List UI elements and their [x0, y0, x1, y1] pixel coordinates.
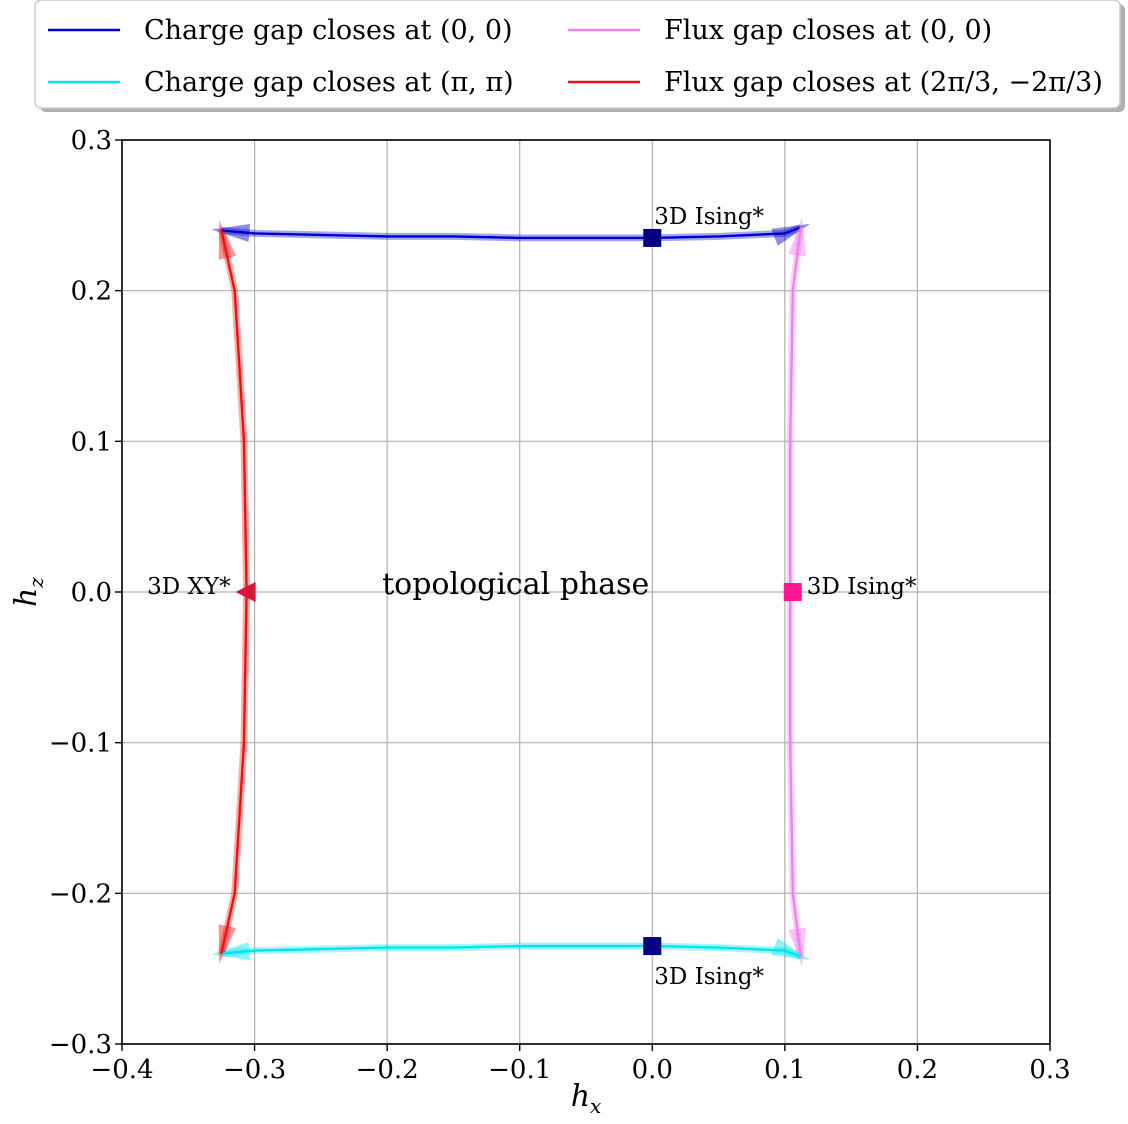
x-tick-label: −0.4: [90, 1055, 153, 1085]
x-tick-label: 0.3: [1029, 1055, 1070, 1085]
point-layer: [235, 228, 802, 956]
x-tick-label: 0.2: [897, 1055, 938, 1085]
x-tick-label: 0.0: [632, 1055, 673, 1085]
y-axis-label-main: h: [9, 588, 44, 607]
x-tick-label: −0.3: [223, 1055, 286, 1085]
y-tick-label: 0.0: [71, 578, 112, 608]
series-line-1: [221, 944, 802, 958]
x-tick-label: −0.2: [356, 1055, 419, 1085]
critical-point-label: 3D Ising*: [807, 574, 917, 600]
legend-label-2: Flux gap closes at (0, 0): [664, 15, 992, 46]
legend-label-3: Flux gap closes at (2π/3, −2π/3): [664, 67, 1103, 98]
series-flare-2-1: [788, 927, 807, 967]
y-tick-label: 0.3: [71, 126, 112, 156]
legend: Charge gap closes at (0, 0) Charge gap cl…: [34, 0, 1125, 112]
series-line-0: [221, 226, 802, 240]
legend-box: [34, 0, 1121, 109]
y-tick-label: −0.3: [49, 1030, 112, 1060]
x-axis-label: hx: [571, 1079, 602, 1118]
x-tick-label: −0.1: [488, 1055, 551, 1085]
critical-point-marker: [783, 583, 802, 601]
legend-items: Charge gap closes at (0, 0) Charge gap cl…: [48, 15, 1103, 98]
y-tick-label: 0.1: [71, 427, 112, 457]
critical-point-marker: [643, 937, 662, 956]
y-axis-label: hz: [9, 577, 48, 607]
legend-label-0: Charge gap closes at (0, 0): [144, 15, 513, 46]
tick-layer: −0.4 −0.3 −0.2 −0.1 0.0 0.1 0.2 0.3−0.3−0.2−0.1…: [49, 126, 1071, 1085]
y-tick-label: −0.1: [49, 729, 112, 759]
critical-point-label: 3D XY*: [147, 574, 231, 600]
series-flare-0-0: [211, 223, 251, 242]
x-tick-label: 0.1: [764, 1055, 805, 1085]
phase-annotation: topological phase: [382, 567, 649, 602]
series-flare-1-0: [211, 942, 251, 961]
critical-point-label: 3D Ising*: [654, 204, 764, 230]
critical-point-marker: [235, 582, 256, 602]
y-tick-label: 0.2: [71, 277, 112, 307]
y-axis-label-sub: z: [24, 577, 48, 589]
y-tick-label: −0.2: [49, 879, 112, 909]
annotation-layer: 3D Ising* 3D Ising* 3D Ising* 3D XY* topolog…: [147, 204, 917, 990]
critical-point-label: 3D Ising*: [654, 964, 764, 990]
x-axis-label-main: h: [571, 1079, 590, 1114]
x-axis-label-sub: x: [590, 1094, 601, 1118]
series-flare-2-0: [788, 217, 807, 257]
critical-point-marker: [643, 228, 662, 247]
legend-label-1: Charge gap closes at (π, π): [144, 67, 514, 98]
